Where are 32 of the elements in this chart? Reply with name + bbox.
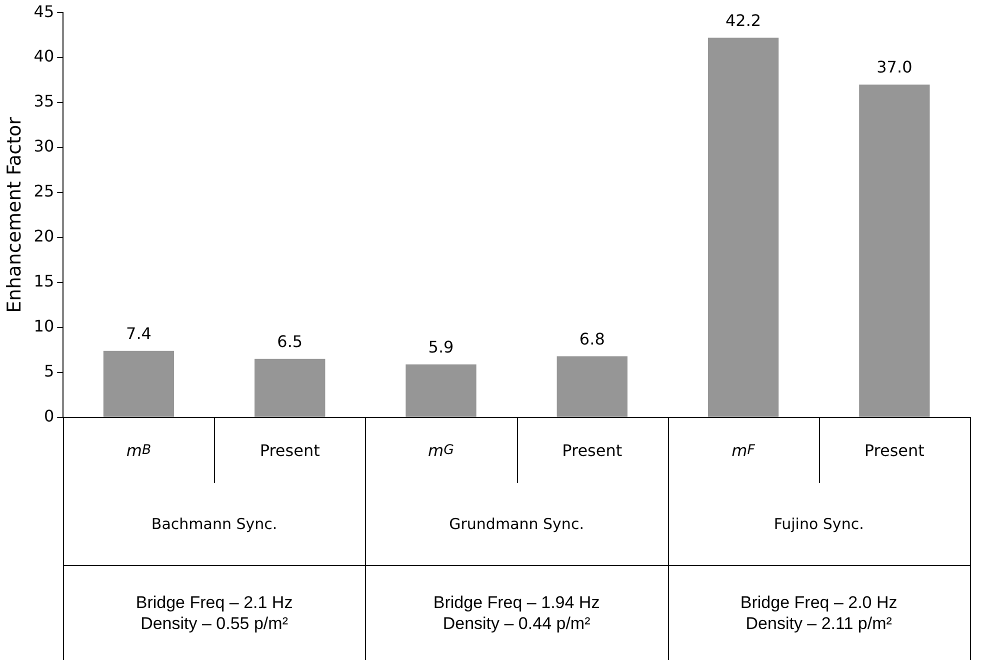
- y-tick-label: 0: [44, 406, 54, 426]
- text: Grundmann Sync.: [448, 514, 585, 536]
- data-label: 6.5: [277, 332, 303, 352]
- bar: [556, 356, 628, 417]
- x-tick-label: Present: [863, 440, 926, 462]
- text: Fujino Sync.: [772, 514, 865, 536]
- y-tick-label: 45: [34, 2, 54, 21]
- y-tick-label: 5: [44, 362, 54, 381]
- bar: [708, 38, 779, 417]
- text: Bridge Freq – 1.94 Hz Density – 0.44 p/m²: [432, 592, 601, 635]
- data-label: 7.4: [126, 324, 152, 343]
- y-axis-title: Enhancement Factor: [3, 116, 26, 313]
- data-label: 42.2: [725, 10, 762, 30]
- x-tick-label: Present: [258, 440, 321, 462]
- y-tick-label: 35: [34, 92, 54, 111]
- data-label: 5.9: [428, 337, 454, 356]
- y-tick-label: 15: [34, 272, 54, 291]
- bar: [859, 84, 930, 417]
- bar: [254, 358, 326, 417]
- text: Bachmann Sync.: [150, 514, 278, 536]
- y-tick-label: 10: [34, 316, 54, 336]
- text: Bridge Freq – 2.0 Hz Density – 2.11 p/m²: [739, 592, 898, 635]
- text: Bridge Freq – 2.1 Hz Density – 0.55 p/m²: [134, 592, 294, 635]
- data-label: 37.0: [876, 58, 912, 77]
- bar: [103, 350, 174, 417]
- y-tick-label: 25: [34, 182, 54, 201]
- y-tick-label: 20: [34, 226, 54, 246]
- y-tick-label: 40: [34, 46, 54, 66]
- x-tick-label: Present: [561, 440, 624, 462]
- y-tick-label: 30: [34, 136, 54, 156]
- data-label: 6.8: [579, 329, 605, 348]
- bar: [406, 364, 476, 417]
